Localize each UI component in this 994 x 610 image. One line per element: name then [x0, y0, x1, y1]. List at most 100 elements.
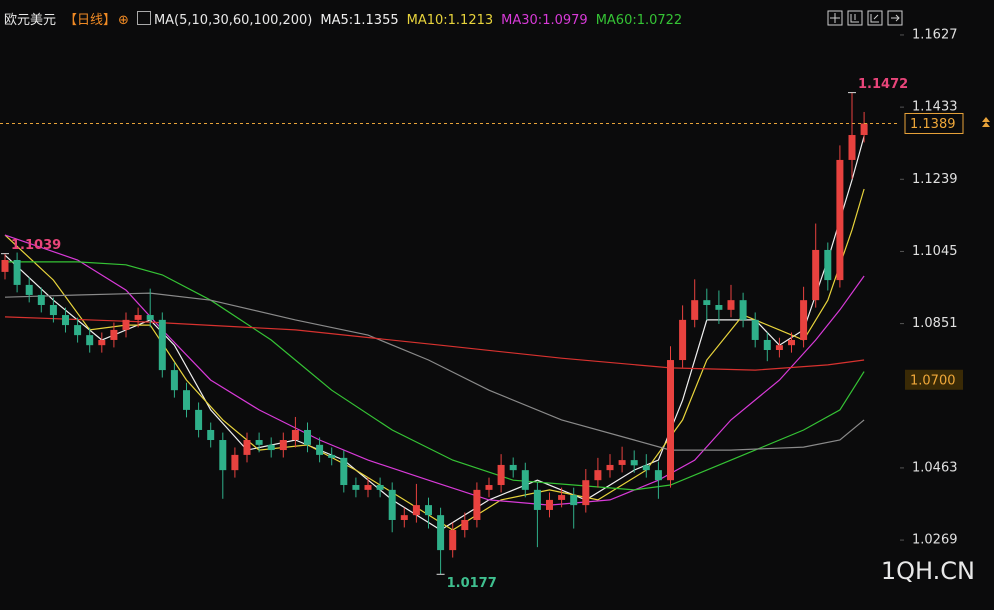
candle-body — [739, 300, 747, 320]
ma-line — [4, 135, 865, 531]
tool-icon[interactable] — [887, 10, 903, 26]
candle-body — [618, 460, 626, 465]
candle-body — [497, 464, 505, 486]
tool-icon-glyph — [850, 14, 859, 23]
candle-body — [473, 489, 481, 520]
tool-icon[interactable] — [847, 10, 863, 26]
candle-body — [775, 345, 783, 351]
candle-body — [425, 505, 432, 516]
candle-body — [533, 489, 541, 510]
candle-body — [582, 480, 590, 506]
legend: MA5:1.1355 MA10:1.1213 MA30:1.0979 MA60:1.0… — [320, 13, 690, 28]
tool-icon-glyph — [870, 14, 879, 23]
candle-body — [412, 505, 420, 516]
candle-body — [146, 315, 154, 320]
indicator: MA(5,10,30,60,100,200) — [153, 13, 313, 28]
last-price-label: 1.1389 — [910, 117, 956, 132]
candle-body — [231, 454, 239, 471]
candle-body — [328, 454, 336, 458]
candle-body — [243, 440, 251, 455]
candle-body — [37, 294, 45, 305]
ma-icon — [136, 11, 151, 25]
tool-icon[interactable] — [867, 10, 883, 26]
candle-body — [1, 259, 9, 272]
candle-body — [340, 457, 348, 486]
candle-body — [836, 159, 844, 281]
legend-entry: MA60:1.0722 — [595, 13, 683, 28]
candle-body — [122, 319, 130, 330]
candle-body — [667, 360, 674, 481]
candle-body — [751, 319, 759, 340]
candle-body — [219, 440, 227, 471]
candle-body — [267, 444, 275, 451]
candle-body — [606, 464, 614, 471]
candle-body — [279, 440, 287, 451]
candle-body — [594, 470, 602, 481]
candle-body — [703, 300, 711, 305]
tool-icon[interactable] — [827, 10, 843, 26]
period: 【日线】 — [64, 13, 117, 28]
candle-body — [388, 489, 396, 520]
candle-body — [110, 329, 118, 340]
price-arrow-icon — [982, 117, 990, 127]
candle-body — [630, 460, 638, 466]
candle-body — [170, 370, 178, 391]
high-annotation: 1.1039 — [11, 238, 61, 253]
header: 欧元美元 【日线】 ⊕ MA(5,10,30,60,100,200) MA5:1.135… — [4, 11, 698, 30]
candle-body — [62, 315, 69, 326]
candle-body — [546, 499, 553, 510]
candle-body — [558, 495, 566, 500]
legend-entry: MA30:1.0979 — [501, 13, 588, 28]
candle-body — [86, 335, 94, 346]
toolbar — [827, 10, 903, 26]
candle-body — [461, 519, 469, 531]
ma-line — [4, 292, 865, 451]
y-tick-label: 1.0851 — [912, 316, 958, 331]
candle-body — [98, 339, 106, 346]
candle-body — [800, 300, 808, 340]
candle-body — [691, 300, 699, 320]
candle-body — [642, 465, 650, 471]
cursor-price-label: 1.0700 — [910, 373, 956, 388]
candle-body — [860, 123, 868, 136]
candle-body — [134, 315, 142, 320]
y-tick-label: 1.0463 — [912, 460, 958, 475]
candle-body — [304, 429, 311, 445]
candle-body — [654, 470, 662, 481]
y-tick-label: 1.1239 — [912, 172, 958, 187]
legend-entry: MA10:1.1213 — [406, 13, 494, 28]
candle-body — [715, 305, 723, 310]
candle-body — [400, 515, 408, 520]
candle-body — [352, 485, 360, 490]
candle-body — [207, 429, 215, 441]
candle-body — [570, 495, 578, 506]
candle-body — [183, 390, 190, 410]
candle-body — [437, 515, 445, 551]
candle-body — [509, 464, 517, 471]
candle-body — [195, 409, 203, 430]
y-tick-label: 1.0269 — [912, 533, 958, 548]
candle-body — [291, 429, 299, 441]
legend-entry: MA5:1.1355 — [320, 13, 399, 28]
candle-body — [364, 485, 372, 490]
candle-body — [485, 485, 493, 490]
candle-body — [679, 319, 687, 361]
candle-body — [788, 339, 795, 346]
tool-icon-glyph — [830, 13, 840, 23]
candle-body — [158, 319, 166, 371]
candle-body — [763, 339, 771, 351]
tool-icon-glyph — [891, 14, 900, 22]
ma-line — [5, 261, 865, 491]
candle-body — [376, 485, 384, 490]
symbol: 欧元美元 — [4, 13, 57, 28]
watermark: 1QH.CN — [881, 557, 975, 585]
y-tick-label: 1.1433 — [912, 100, 958, 115]
candle-body — [316, 444, 324, 455]
cursor-price-box — [905, 369, 963, 390]
period-icon: ⊕ — [118, 13, 129, 28]
candle-body — [812, 249, 820, 301]
y-tick-label: 1.1627 — [912, 27, 958, 42]
